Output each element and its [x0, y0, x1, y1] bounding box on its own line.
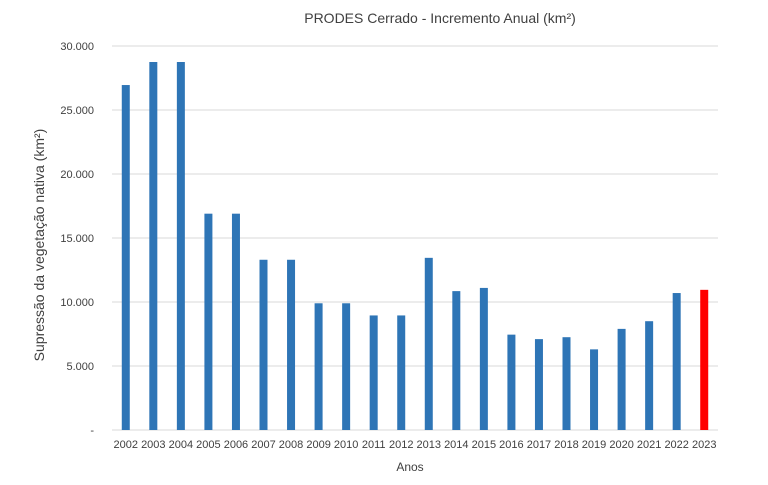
x-tick-label: 2023: [692, 439, 716, 451]
y-axis-label: Supressão da vegetação nativa (km²): [31, 129, 47, 362]
x-tick-label: 2002: [114, 439, 138, 451]
bar-2019: [590, 349, 599, 430]
x-tick-label: 2009: [306, 439, 330, 451]
bar-2020: [617, 328, 626, 430]
x-tick-label: 2022: [664, 439, 688, 451]
bar-2003: [149, 62, 158, 430]
y-tick-label: 20.000: [60, 169, 94, 181]
x-tick-label: 2010: [334, 439, 358, 451]
bar-2002: [121, 85, 130, 430]
y-tick-label: 25.000: [60, 105, 94, 117]
bar-2016: [507, 334, 516, 430]
bar-2023: [700, 289, 709, 430]
bar-2017: [534, 339, 543, 430]
x-axis-label: Anos: [396, 460, 423, 474]
x-tick-label: 2017: [527, 439, 551, 451]
bar-2021: [645, 321, 654, 430]
bar-2022: [672, 293, 681, 430]
bar-2018: [562, 337, 571, 430]
y-tick-label: 10.000: [60, 297, 94, 309]
x-tick-label: 2007: [251, 439, 275, 451]
bar-2009: [314, 303, 323, 430]
x-tick-label: 2021: [637, 439, 661, 451]
y-tick-label: 15.000: [60, 233, 94, 245]
x-tick-label: 2013: [417, 439, 441, 451]
x-tick-label: 2018: [554, 439, 578, 451]
x-tick-label: 2015: [472, 439, 496, 451]
bar-2005: [204, 213, 213, 430]
bar-2013: [424, 257, 433, 430]
x-tick-label: 2020: [609, 439, 633, 451]
x-tick-label: 2005: [196, 439, 220, 451]
x-tick-label: 2014: [444, 439, 468, 451]
x-tick-label: 2006: [224, 439, 248, 451]
bar-2010: [342, 303, 351, 430]
x-tick-label: 2008: [279, 439, 303, 451]
bar-2015: [479, 287, 488, 430]
y-tick-label: 5.000: [66, 361, 94, 373]
y-tick-label: -: [90, 425, 94, 437]
x-tick-label: 2019: [582, 439, 606, 451]
x-tick-label: 2016: [499, 439, 523, 451]
y-tick-label: 30.000: [60, 41, 94, 53]
bar-2008: [287, 259, 296, 430]
chart-title: PRODES Cerrado - Incremento Anual (km²): [304, 10, 576, 26]
bar-2011: [369, 315, 378, 430]
bar-2007: [259, 259, 268, 430]
x-tick-label: 2012: [389, 439, 413, 451]
x-tick-label: 2003: [141, 439, 165, 451]
bar-2014: [452, 291, 461, 430]
x-tick-label: 2011: [362, 439, 386, 451]
bar-2006: [231, 213, 240, 430]
x-tick-label: 2004: [169, 439, 193, 451]
bar-2004: [176, 62, 185, 430]
bar-2012: [397, 315, 406, 430]
